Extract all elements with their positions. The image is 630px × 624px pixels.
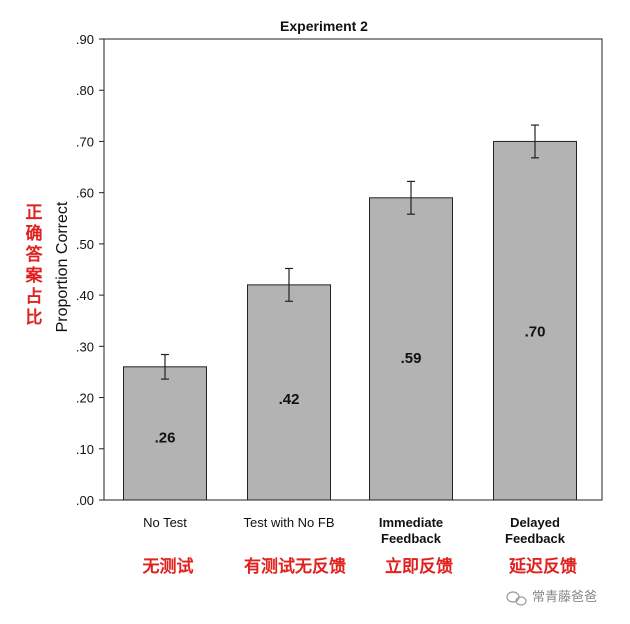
bar [493,140,577,501]
watermark: 常青藤爸爸 [506,590,597,606]
y-tick-label: .10 [76,442,94,457]
data-label: .70 [525,323,546,340]
data-label: .42 [279,391,300,408]
y-tick-label: .40 [76,288,94,303]
bar [123,366,207,501]
chart-title: Experiment 2 [280,18,368,34]
error-bar [407,180,415,215]
x-category-label: No Test [143,515,187,530]
chinese-category-labels: 无测试 有测试无反馈 立即反馈 延迟反馈 [142,556,578,577]
y-axis-label-chinese-char: 占 [26,286,43,307]
wechat-icon [506,591,527,606]
x-category-label-chinese: 无测试 [142,556,194,577]
y-axis-label-chinese-char: 案 [25,265,44,286]
y-axis-label-chinese-char: 确 [26,223,43,244]
y-axis-label: Proportion Correct [54,201,71,332]
error-bar [285,267,293,302]
y-tick-label: .30 [76,339,94,354]
y-tick-label: .70 [76,134,94,149]
x-category-label: Delayed Feedback [505,515,566,546]
x-axis-categories: No Test Test with No FB Immediate Feedback D… [143,515,566,546]
bar [369,197,453,501]
y-tick-label: .20 [76,391,94,406]
bar [247,284,331,501]
y-axis-ticks: .00 .10 .20 .30 .40 .50 .60 .70 .80 .90 [76,32,104,508]
y-tick-label: .60 [76,186,94,201]
error-bar [161,353,169,380]
y-tick-label: .00 [76,493,94,508]
y-tick-label: .90 [76,32,94,47]
y-axis-label-chinese-char: 正 [26,203,43,223]
watermark-text: 常青藤爸爸 [532,590,597,605]
x-category-label: Immediate Feedback [379,515,443,546]
bars: .26 .42 .59 .70 [123,124,577,501]
error-bar [531,124,539,159]
x-category-label-chinese: 有测试无反馈 [244,556,346,577]
y-axis-label-chinese-char: 答 [26,244,44,265]
data-label: .26 [155,429,176,446]
x-category-label-chinese: 立即反馈 [385,556,453,577]
y-axis-label-chinese-char: 比 [26,307,43,328]
data-label: .59 [401,350,422,367]
y-tick-label: .80 [76,83,94,98]
plot-frame [103,38,603,501]
x-category-label-chinese: 延迟反馈 [508,556,577,577]
x-category-label: Test with No FB [243,515,334,530]
y-tick-label: .50 [76,237,94,252]
